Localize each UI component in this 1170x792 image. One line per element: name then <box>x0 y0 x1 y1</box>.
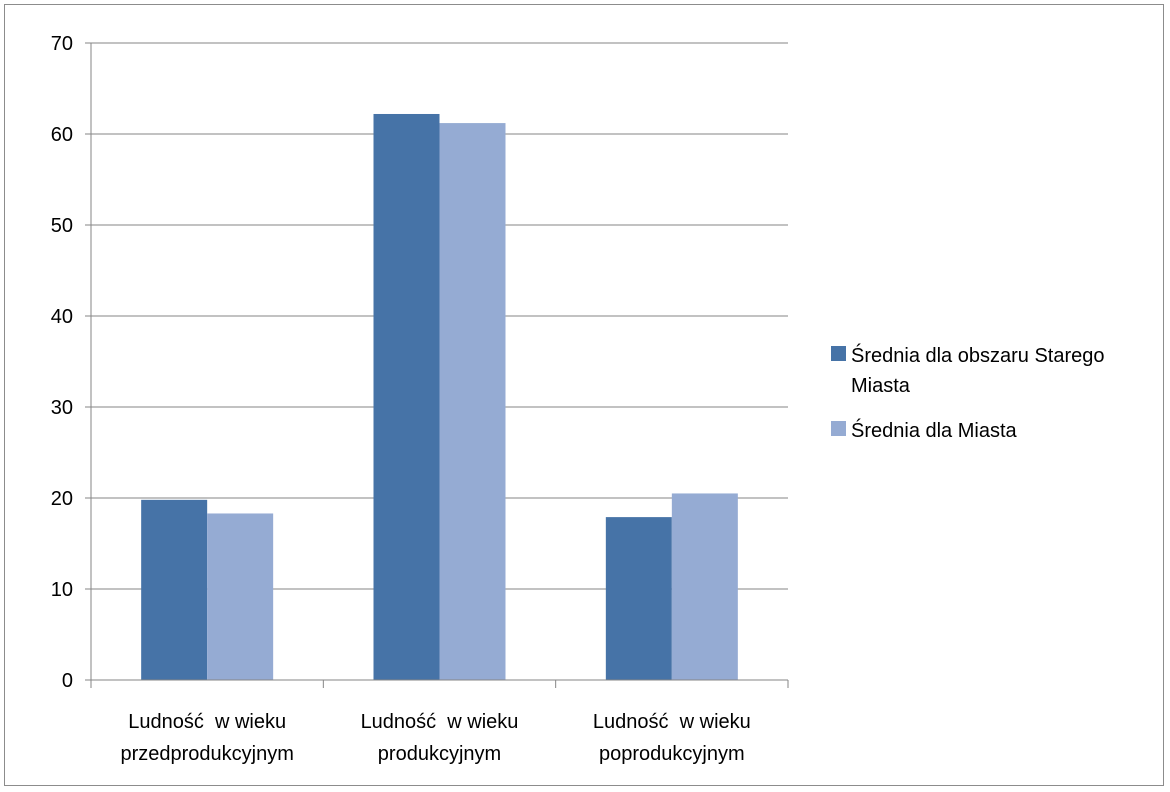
y-tick-label: 40 <box>51 306 73 328</box>
y-tick-label: 20 <box>51 488 73 510</box>
x-category-label: poprodukcyjnym <box>599 743 745 765</box>
bars <box>141 113 738 681</box>
bar <box>439 123 506 680</box>
x-category-labels: Ludność w wieku przedprodukcyjnym Ludność … <box>120 711 750 765</box>
bar <box>373 113 440 681</box>
x-category-label: Ludność w wieku <box>128 711 286 733</box>
x-category-label: przedprodukcyjnym <box>120 743 293 765</box>
x-category-label: produkcyjnym <box>378 743 501 765</box>
legend-label: Średnia dla obszaru Starego <box>851 343 1105 367</box>
y-tick-label: 30 <box>51 397 73 419</box>
y-tick-labels: 0 10 20 30 40 50 60 70 <box>51 33 73 692</box>
y-tick-label: 0 <box>62 670 73 692</box>
axes <box>85 42 789 688</box>
x-category-label: Ludność w wieku <box>361 711 519 733</box>
y-tick-label: 70 <box>51 33 73 55</box>
y-tick-label: 60 <box>51 124 73 146</box>
y-tick-label: 10 <box>51 579 73 601</box>
legend-swatch <box>831 346 846 361</box>
bar <box>671 493 738 680</box>
legend-swatch <box>831 421 846 436</box>
x-category-label: Ludność w wieku <box>593 711 751 733</box>
legend-label: Miasta <box>851 375 911 397</box>
legend: Średnia dla obszaru Starego Miasta Średnia… <box>831 343 1105 442</box>
bar <box>207 513 274 680</box>
y-tick-label: 50 <box>51 215 73 237</box>
legend-label: Średnia dla Miasta <box>851 418 1018 442</box>
bar <box>605 517 672 680</box>
bar <box>141 499 208 680</box>
